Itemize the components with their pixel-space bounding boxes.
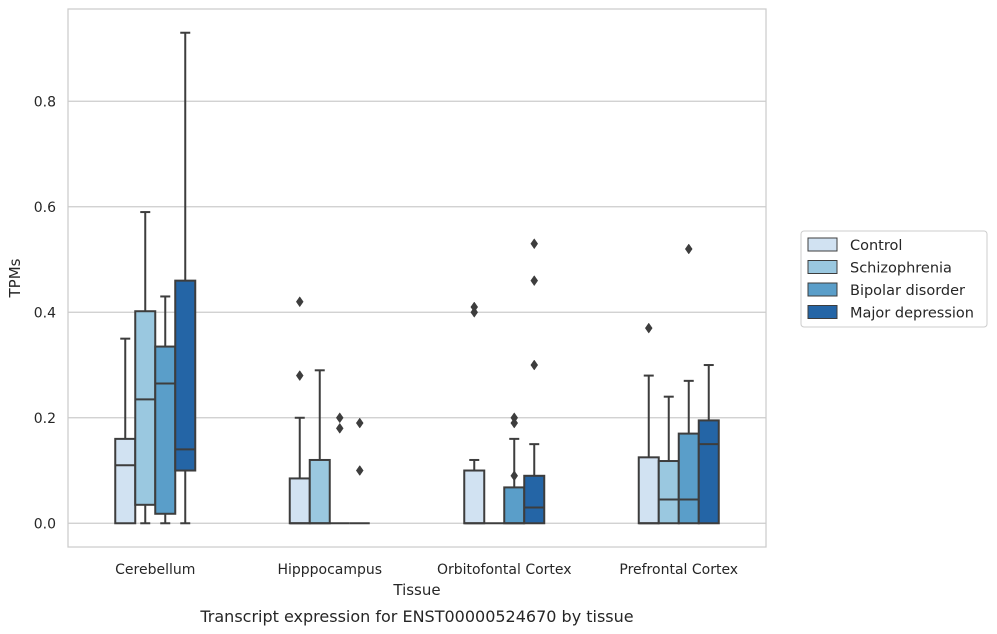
y-tick-label: 0.0 bbox=[34, 516, 56, 532]
y-tick-label: 0.4 bbox=[34, 305, 56, 321]
legend: Control Schizophrenia Bipolar disorder Majo… bbox=[800, 230, 988, 328]
legend-frame bbox=[800, 230, 988, 328]
box bbox=[523, 474, 546, 525]
y-tick-label: 0.2 bbox=[34, 411, 56, 427]
box bbox=[174, 279, 197, 472]
legend-label: Bipolar disorder bbox=[850, 283, 965, 299]
legend-swatch bbox=[807, 237, 838, 252]
box bbox=[134, 310, 157, 506]
outlier-point bbox=[684, 243, 693, 255]
outlier-point bbox=[644, 322, 653, 334]
x-tick-label: Hipppocampus bbox=[277, 562, 382, 578]
box-group bbox=[288, 296, 311, 525]
outlier-point bbox=[295, 296, 304, 308]
legend-label: Schizophrenia bbox=[850, 261, 952, 277]
x-tick-label: Prefrontal Cortex bbox=[619, 562, 738, 578]
box-group bbox=[134, 211, 157, 525]
box-group bbox=[174, 31, 197, 525]
outlier-point bbox=[530, 359, 539, 371]
outlier-point bbox=[335, 412, 344, 424]
box bbox=[114, 437, 137, 525]
chart-caption: Transcript expression for ENST0000052467… bbox=[199, 607, 633, 626]
box-group bbox=[677, 243, 700, 525]
box-group bbox=[349, 417, 370, 525]
box-group bbox=[637, 322, 660, 525]
box-group bbox=[463, 301, 486, 525]
box-group bbox=[154, 295, 177, 525]
outlier-point bbox=[335, 422, 344, 434]
box-group bbox=[308, 369, 331, 525]
box bbox=[503, 486, 526, 525]
legend-swatch bbox=[807, 260, 838, 274]
outlier-point bbox=[295, 370, 304, 382]
outlier-point bbox=[355, 465, 364, 476]
box bbox=[463, 469, 486, 525]
x-tick-label: Orbitofontal Cortex bbox=[437, 562, 572, 578]
box bbox=[677, 432, 700, 525]
box bbox=[637, 456, 660, 525]
box-group bbox=[657, 395, 680, 525]
plot-area-frame bbox=[67, 8, 767, 548]
outlier-point bbox=[530, 275, 539, 287]
x-tick-label: Cerebellum bbox=[115, 562, 195, 578]
y-axis-ticks: 0.0 0.2 0.4 0.6 0.8 bbox=[34, 94, 56, 532]
legend-label: Major depression bbox=[850, 306, 974, 322]
legend-swatch bbox=[807, 282, 838, 297]
x-axis-label: Tissue bbox=[392, 581, 440, 599]
legend-label: Control bbox=[850, 238, 902, 254]
box bbox=[308, 458, 331, 525]
outlier-point bbox=[470, 301, 479, 313]
outlier-point bbox=[530, 238, 539, 250]
box bbox=[697, 419, 720, 525]
box-group bbox=[329, 412, 350, 525]
box-group bbox=[697, 364, 720, 525]
outlier-point bbox=[510, 412, 519, 424]
boxes-layer bbox=[114, 31, 720, 525]
x-axis-ticks: Cerebellum Hipppocampus Orbitofontal Corte… bbox=[115, 562, 738, 578]
y-tick-label: 0.6 bbox=[34, 200, 56, 216]
legend-swatch bbox=[807, 305, 838, 319]
box bbox=[288, 477, 311, 525]
outlier-point bbox=[510, 470, 519, 482]
box bbox=[657, 460, 680, 525]
y-tick-label: 0.8 bbox=[34, 94, 56, 110]
outlier-point bbox=[355, 417, 364, 429]
box bbox=[154, 345, 177, 515]
y-axis-label: TPMs bbox=[6, 258, 24, 298]
box-group bbox=[114, 337, 137, 525]
box-group bbox=[503, 412, 526, 525]
box-group bbox=[523, 238, 546, 525]
